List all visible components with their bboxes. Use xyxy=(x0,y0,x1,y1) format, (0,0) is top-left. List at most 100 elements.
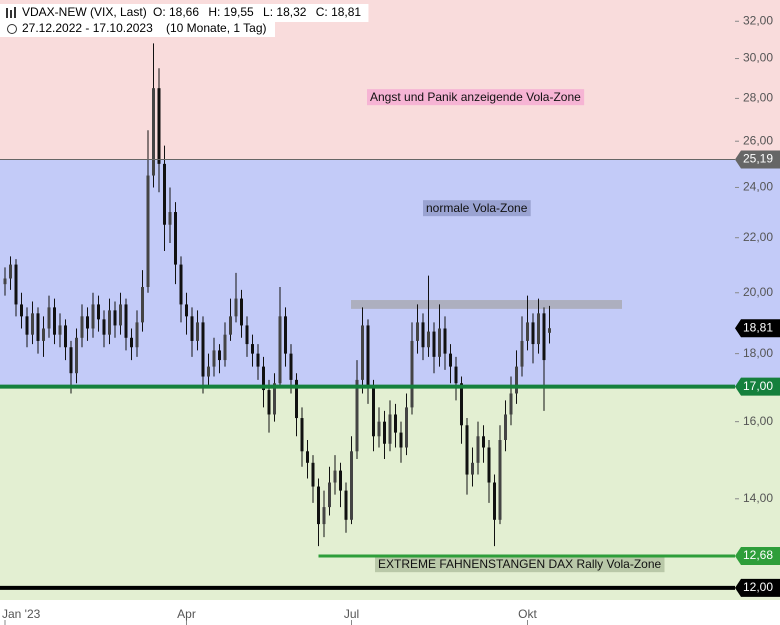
candle-body xyxy=(460,383,463,426)
candle-body xyxy=(284,316,287,354)
candle-body xyxy=(548,328,551,333)
candle-body xyxy=(333,470,337,483)
y-tick-label: 24,00 xyxy=(743,180,773,194)
candle-body xyxy=(207,366,210,377)
candle-body xyxy=(432,331,436,357)
candle-body xyxy=(102,319,106,335)
level-tag xyxy=(735,578,780,597)
candle-body xyxy=(383,421,386,444)
x-tick-label: Jul xyxy=(344,607,359,621)
level-label: 17,00 xyxy=(743,379,773,393)
candle-body xyxy=(493,482,496,520)
candle-body xyxy=(531,322,535,345)
level-tag xyxy=(735,546,780,565)
zone-label: Angst und Panik anzeigende Vola-Zone xyxy=(370,90,581,104)
candle-body xyxy=(14,264,18,305)
candle-body xyxy=(124,304,128,338)
candle-body xyxy=(317,486,320,525)
level-tag xyxy=(735,150,780,169)
candle-body xyxy=(157,88,161,164)
chart-icon xyxy=(10,10,12,18)
candle-body xyxy=(174,212,177,265)
candle-body xyxy=(339,470,342,491)
candle-body xyxy=(86,316,89,329)
candle-body xyxy=(427,331,430,348)
candle-body xyxy=(471,462,474,475)
x-axis-area xyxy=(0,600,780,625)
candle-body xyxy=(119,304,122,326)
candle-body xyxy=(416,322,419,341)
header-bg xyxy=(0,20,275,37)
candle-body xyxy=(212,350,216,367)
header-value: L: 18,32 xyxy=(263,5,307,19)
candle-body xyxy=(240,298,243,326)
candle-body xyxy=(42,328,45,341)
zone-label-bg xyxy=(375,556,665,573)
candle-body xyxy=(311,462,315,487)
x-tick-label: Jan '23 xyxy=(2,607,41,621)
period: (10 Monate, 1 Tag) xyxy=(166,21,267,35)
candle-body xyxy=(322,507,326,525)
y-tick-label: 14,00 xyxy=(743,491,773,505)
chart-icon xyxy=(14,7,16,18)
candle-body xyxy=(509,393,513,415)
header-value: C: 18,81 xyxy=(316,5,362,19)
candle-body xyxy=(454,366,458,384)
candle-body xyxy=(168,212,172,225)
zone-label-bg xyxy=(367,89,585,106)
y-tick-label: 16,00 xyxy=(743,414,773,428)
candle-body xyxy=(36,313,40,341)
candle-body xyxy=(130,337,133,348)
candle-body xyxy=(80,316,84,338)
candle-body xyxy=(542,313,546,361)
candle-body xyxy=(498,439,502,520)
header-bg xyxy=(0,4,369,22)
zone-label: EXTREME FAHNENSTANGEN DAX Rally Vola-Zon… xyxy=(378,557,662,571)
subtitle: 27.12.2022 - 17.10.2023 xyxy=(22,21,153,35)
candle-body xyxy=(449,353,452,367)
clock-icon xyxy=(7,24,17,34)
candle-body xyxy=(421,322,425,348)
candle-body xyxy=(328,482,331,508)
candle-body xyxy=(267,390,271,415)
candle-body xyxy=(344,490,348,520)
candle-body xyxy=(190,316,194,341)
level-label: 12,00 xyxy=(743,580,773,594)
candle-body xyxy=(289,353,293,380)
candle-body xyxy=(262,366,265,391)
chart-title: VDAX-NEW (VIX, Last) xyxy=(22,5,147,19)
level-label: 12,68 xyxy=(743,548,773,562)
candle-body xyxy=(273,383,276,415)
candle-body xyxy=(520,340,524,367)
x-tick-label: Apr xyxy=(177,607,196,621)
zone-label-bg xyxy=(423,200,531,217)
candle-body xyxy=(223,334,227,361)
band xyxy=(351,300,622,309)
candle-body xyxy=(438,328,441,357)
candle-body xyxy=(135,322,139,348)
candle-body xyxy=(47,307,51,329)
header-value: O: 18,66 xyxy=(153,5,199,19)
candle-body xyxy=(410,340,414,408)
level-label: 18,81 xyxy=(743,320,773,334)
candle-body xyxy=(465,425,469,475)
candle-body xyxy=(350,451,353,520)
candle-body xyxy=(278,316,282,384)
candle-body xyxy=(20,304,23,317)
candle-body xyxy=(91,304,95,329)
candle-body xyxy=(108,310,111,335)
y-tick-label: 28,00 xyxy=(743,91,773,105)
candle-body xyxy=(482,436,485,448)
candle-body xyxy=(179,264,183,305)
y-tick-label: 18,00 xyxy=(743,346,773,360)
candle-body xyxy=(53,307,56,335)
candle-body xyxy=(97,304,100,320)
candle-body xyxy=(113,310,117,326)
candle-body xyxy=(31,313,34,335)
candle-body xyxy=(58,325,62,335)
candle-body xyxy=(377,421,381,437)
candle-body xyxy=(146,175,150,288)
candle-body xyxy=(152,88,155,176)
candle-body xyxy=(372,386,375,437)
